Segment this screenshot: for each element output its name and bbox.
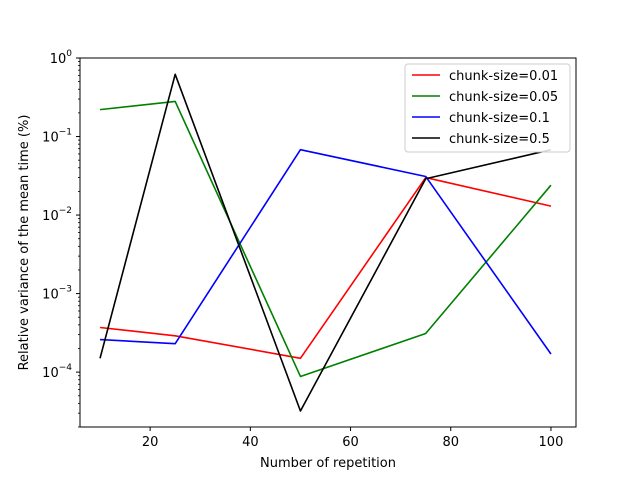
- x-axis-label: Number of repetition: [260, 456, 396, 471]
- y-tick-exponent: 0: [66, 49, 72, 59]
- legend-label: chunk-size=0.5: [449, 132, 550, 147]
- y-tick-exponent: −4: [59, 363, 73, 373]
- y-tick-exponent: −1: [59, 128, 72, 138]
- y-tick-base: 10: [42, 209, 59, 224]
- y-axis-label: Relative variance of the mean time (%): [17, 115, 32, 371]
- series-line-3: [99, 148, 552, 355]
- y-tick-label: 100: [50, 49, 73, 67]
- x-axis: 20 40 60 80 100: [142, 427, 563, 450]
- plot-frame: [79, 57, 577, 428]
- plot-layer: [99, 73, 552, 412]
- y-tick-base: 10: [42, 131, 59, 146]
- x-tick-label: 40: [242, 435, 259, 450]
- legend-box: [404, 63, 571, 153]
- y-tick-label: 10−4: [42, 363, 72, 381]
- y-tick-label: 10−3: [42, 285, 72, 303]
- y-tick-base: 10: [42, 366, 59, 381]
- legend-label: chunk-size=0.1: [449, 111, 550, 126]
- y-tick-base: 10: [50, 52, 67, 67]
- x-tick-label: 20: [142, 435, 159, 450]
- legend: chunk-size=0.01 chunk-size=0.05 chunk-size…: [404, 63, 571, 153]
- y-tick-label: 10−2: [42, 206, 72, 224]
- x-tick-label: 100: [539, 435, 564, 450]
- x-tick-label: 60: [342, 435, 359, 450]
- y-tick-base: 10: [42, 288, 59, 303]
- legend-label: chunk-size=0.05: [449, 90, 558, 105]
- y-tick-exponent: −3: [59, 285, 72, 295]
- y-tick-exponent: −2: [59, 206, 72, 216]
- series-line-2: [99, 100, 552, 378]
- series-line-1: [99, 176, 552, 360]
- y-tick-label: 10−1: [42, 128, 72, 146]
- series-line-4: [99, 73, 552, 412]
- x-tick-label: 80: [442, 435, 459, 450]
- legend-label: chunk-size=0.01: [449, 69, 558, 84]
